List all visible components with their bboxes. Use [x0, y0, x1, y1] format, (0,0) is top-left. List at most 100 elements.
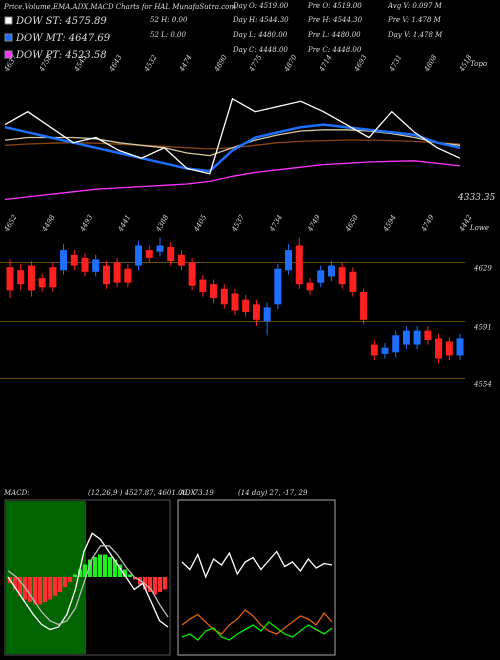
stat: Day H: 4544.30	[232, 16, 289, 24]
histogram-bar	[18, 577, 23, 596]
legend-swatch	[4, 16, 13, 25]
series-line	[181, 550, 333, 579]
candle-body	[199, 279, 207, 292]
x-label: 4652	[2, 213, 19, 234]
series-line	[181, 609, 333, 635]
x-label: 4650	[344, 213, 361, 234]
end-label: 4333.35	[457, 193, 495, 203]
y-tick-label: 4629	[473, 265, 492, 273]
candle-body	[102, 265, 110, 285]
candle-body	[424, 330, 432, 340]
candle-body	[370, 344, 378, 356]
x-label: 4870	[282, 53, 299, 74]
candle-body	[113, 262, 121, 283]
series-line	[4, 129, 461, 157]
candle-body	[188, 262, 196, 286]
histogram-bar	[78, 569, 83, 577]
histogram-bar	[98, 554, 103, 577]
candle-body	[381, 347, 389, 354]
histogram-bar	[83, 564, 88, 577]
stat: 52 L: 0.00	[150, 31, 186, 39]
histogram-bar	[93, 557, 98, 577]
x-label: 4388	[154, 213, 171, 234]
candle-body	[81, 257, 89, 272]
candle-body	[124, 268, 132, 283]
x-label: 4537	[230, 213, 247, 234]
stat: Pre H: 4544.30	[307, 16, 363, 24]
histogram-bar	[63, 577, 68, 587]
panel-params: (12,26,9 ) 4527.87, 4601.06, -73.19	[88, 489, 214, 497]
x-label: 4749	[419, 213, 436, 234]
candle-body	[156, 245, 164, 252]
panel-params: (14 day) 27, -17, 29	[238, 489, 308, 497]
candle-body	[242, 299, 250, 313]
histogram-bar	[53, 577, 58, 596]
stat: Pre V: 1.478 M	[387, 16, 442, 24]
x-label: 4441	[116, 214, 132, 234]
panel-label: ADX	[179, 489, 197, 497]
histogram-bar	[48, 577, 53, 600]
candle-body	[445, 341, 453, 356]
histogram-bar	[133, 577, 138, 580]
legend-label: DOW PT: 4523.58	[15, 50, 107, 61]
histogram-bar	[88, 559, 93, 577]
histogram-bar	[158, 577, 163, 592]
histogram-bar	[113, 559, 118, 577]
stat: Pre L: 4480.00	[307, 31, 361, 39]
x-label: 4693	[352, 53, 369, 74]
histogram-bar	[108, 557, 113, 577]
candle-body	[210, 284, 218, 299]
x-label: 4643	[107, 53, 124, 74]
series-line	[4, 97, 461, 175]
title: Price,Volume,EMA,ADX,MACD Charts for HAL…	[3, 3, 236, 11]
candle-body	[360, 291, 368, 320]
stat: Avg V: 0.097 M	[387, 2, 443, 10]
corner-label: Topo	[470, 60, 487, 68]
x-label: 4775	[247, 53, 264, 74]
series-line	[4, 160, 461, 201]
histogram-bar	[38, 577, 43, 605]
x-label: 4405	[192, 213, 209, 234]
histogram-bar	[103, 554, 108, 577]
candle-body	[231, 293, 239, 311]
candle-body	[263, 307, 271, 322]
candle-body	[402, 330, 410, 345]
candle-body	[49, 267, 57, 288]
x-label: 4714	[317, 54, 333, 74]
stat: Pre O: 4519.00	[307, 2, 362, 10]
candle-body	[317, 270, 325, 283]
candle-body	[177, 254, 185, 266]
histogram-bar	[148, 577, 153, 592]
candle-body	[27, 265, 35, 291]
candle-body	[456, 338, 464, 356]
x-label: 4890	[212, 53, 229, 74]
candle-body	[338, 267, 346, 285]
histogram-bar	[163, 577, 168, 590]
candle-body	[285, 250, 293, 271]
candle-body	[60, 250, 68, 271]
histogram-bar	[73, 574, 78, 577]
histogram-bar	[118, 564, 123, 577]
candle-body	[17, 270, 25, 285]
candle-body	[274, 268, 282, 305]
candle-body	[135, 245, 143, 266]
x-label: 4734	[268, 214, 284, 234]
candle-body	[92, 259, 100, 272]
x-label: 4808	[422, 53, 439, 74]
stat: Day C: 4448.00	[232, 46, 288, 54]
y-tick-label: 4554	[473, 381, 492, 389]
candle-body	[327, 265, 335, 277]
histogram-bar	[153, 577, 158, 595]
histogram-bar	[143, 577, 148, 590]
series-line	[7, 545, 169, 626]
candle-body	[38, 278, 46, 288]
corner-label: Lowe	[469, 224, 489, 232]
legend-swatch	[4, 33, 13, 42]
candle-body	[145, 250, 153, 258]
candle-body	[306, 282, 314, 291]
candle-body	[167, 247, 175, 261]
histogram-bar	[13, 577, 18, 590]
histogram-bar	[68, 577, 73, 582]
panel-label: MACD:	[3, 489, 30, 497]
